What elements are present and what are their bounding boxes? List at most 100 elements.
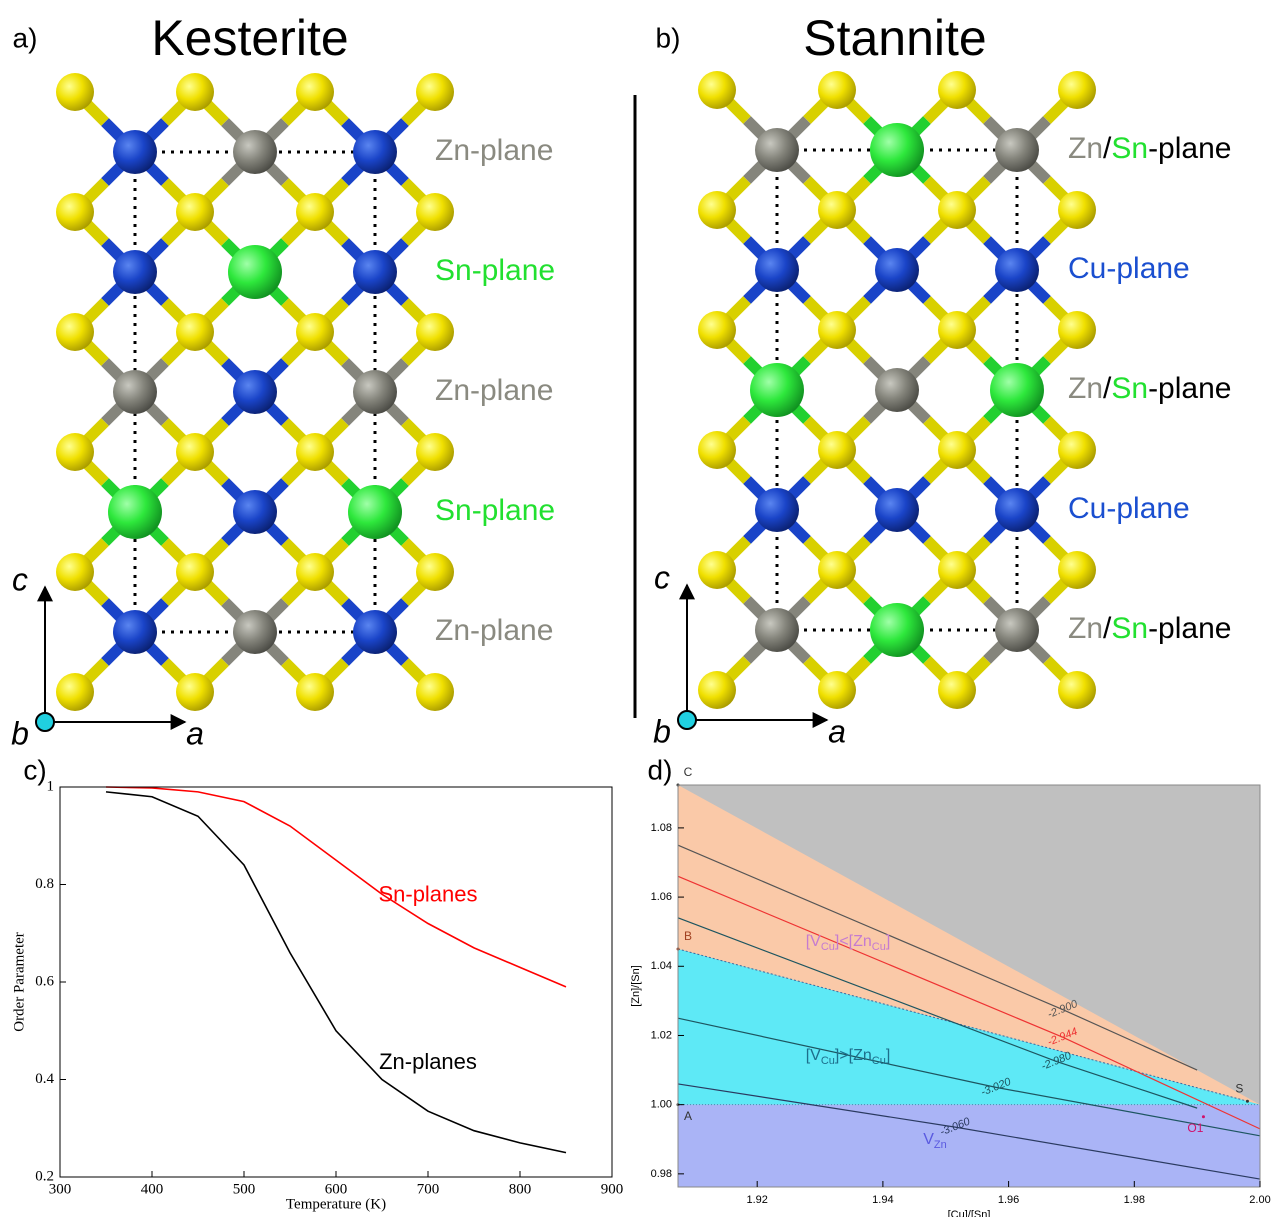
region-label-part: Cu xyxy=(821,1055,835,1067)
x-tick-label: 500 xyxy=(233,1181,256,1197)
y-axis-label: Order Parameter xyxy=(11,932,27,1032)
point-label: C xyxy=(684,765,693,779)
axis-label: b xyxy=(653,713,671,749)
sulfur-atom xyxy=(56,553,94,591)
plane-label-part: Zn xyxy=(1068,372,1103,405)
region-label-part: ] xyxy=(886,933,890,950)
plane-label-part: Cu-plane xyxy=(1068,492,1190,525)
series-label: Sn-planes xyxy=(378,881,477,906)
metal-atom xyxy=(870,123,924,177)
sulfur-atom xyxy=(818,671,856,709)
metal-atom xyxy=(995,248,1039,292)
point xyxy=(1246,1100,1249,1103)
sulfur-atom xyxy=(698,191,736,229)
panel-label: a) xyxy=(13,22,38,53)
sulfur-atom xyxy=(56,193,94,231)
region-label-part: [V xyxy=(806,933,821,950)
plane-label-part: Zn xyxy=(1068,612,1103,645)
sulfur-atom xyxy=(698,311,736,349)
series-label: Zn-planes xyxy=(379,1049,477,1074)
region-label-part: ] xyxy=(886,1047,890,1064)
metal-atom xyxy=(995,128,1039,172)
region-label-part: ]<[Zn xyxy=(835,933,872,950)
region-label-part: Cu xyxy=(872,1055,886,1067)
metal-atom xyxy=(875,488,919,532)
sulfur-atom xyxy=(176,73,214,111)
region-label-part: Cu xyxy=(821,941,835,953)
plane-label: Zn-plane xyxy=(435,614,553,647)
line-series xyxy=(106,787,566,987)
sulfur-atom xyxy=(818,431,856,469)
y-tick-label: 1.04 xyxy=(651,960,672,972)
sulfur-atom xyxy=(56,73,94,111)
structure-title: Kesterite xyxy=(151,10,348,66)
point-label: S xyxy=(1235,1081,1243,1095)
sulfur-atom xyxy=(938,551,976,589)
x-tick-label: 1.92 xyxy=(746,1194,767,1206)
metal-atom xyxy=(113,250,157,294)
sulfur-atom xyxy=(1058,191,1096,229)
sulfur-atom xyxy=(416,193,454,231)
region-label-part: Zn xyxy=(934,1139,947,1151)
metal-atom xyxy=(233,130,277,174)
panel-label: d) xyxy=(648,754,673,785)
y-tick-label: 0.98 xyxy=(651,1168,672,1180)
plane-label-part: Zn xyxy=(1068,132,1103,165)
sulfur-atom xyxy=(818,191,856,229)
x-tick-label: 800 xyxy=(509,1181,532,1197)
axis-origin xyxy=(36,713,54,731)
metal-atom xyxy=(233,610,277,654)
x-axis-label: [Cu]/[Sn] xyxy=(948,1209,991,1217)
axis-label: a xyxy=(186,715,204,751)
x-tick-label: 1.94 xyxy=(872,1194,893,1206)
sulfur-atom xyxy=(176,433,214,471)
sulfur-atom xyxy=(1058,311,1096,349)
region-label-part: [V xyxy=(806,1047,821,1064)
region-label-part: Cu xyxy=(872,941,886,953)
x-axis-label: Temperature (K) xyxy=(286,1196,386,1212)
y-tick-label: 1 xyxy=(47,778,55,794)
plane-label-part: Zn-plane xyxy=(435,134,553,167)
sulfur-atom xyxy=(1058,671,1096,709)
plane-label-part: Sn-plane xyxy=(435,254,555,287)
metal-atom xyxy=(755,608,799,652)
line-series xyxy=(106,792,566,1153)
sulfur-atom xyxy=(938,431,976,469)
y-tick-label: 0.8 xyxy=(35,876,54,892)
plane-label-part: Sn xyxy=(1111,612,1148,645)
metal-atom xyxy=(353,250,397,294)
region xyxy=(678,1105,1260,1187)
sulfur-atom xyxy=(416,673,454,711)
sulfur-atom xyxy=(416,313,454,351)
x-tick-label: 400 xyxy=(141,1181,164,1197)
metal-atom xyxy=(348,485,402,539)
x-tick-label: 1.98 xyxy=(1124,1194,1145,1206)
metal-atom xyxy=(990,363,1044,417)
region-label-part: ]>[Zn xyxy=(835,1047,872,1064)
metal-atom xyxy=(353,370,397,414)
metal-atom xyxy=(755,248,799,292)
metal-atom xyxy=(113,370,157,414)
plane-label-part: Sn-plane xyxy=(435,494,555,527)
sulfur-atom xyxy=(296,433,334,471)
point-label: B xyxy=(684,929,692,943)
sulfur-atom xyxy=(698,671,736,709)
sulfur-atom xyxy=(416,433,454,471)
y-tick-label: 0.4 xyxy=(35,1071,54,1087)
y-tick-label: 1.00 xyxy=(651,1099,672,1111)
metal-atom xyxy=(353,130,397,174)
point-label: O1 xyxy=(1187,1121,1203,1135)
metal-atom xyxy=(755,488,799,532)
sulfur-atom xyxy=(938,71,976,109)
plane-label-part: Zn-plane xyxy=(435,374,553,407)
metal-atom xyxy=(353,610,397,654)
metal-atom xyxy=(875,248,919,292)
metal-atom xyxy=(995,488,1039,532)
axis-label: b xyxy=(11,715,29,751)
sulfur-atom xyxy=(56,313,94,351)
sulfur-atom xyxy=(1058,431,1096,469)
sulfur-atom xyxy=(56,673,94,711)
sulfur-atom xyxy=(818,311,856,349)
sulfur-atom xyxy=(56,433,94,471)
plane-label-part: Sn xyxy=(1111,372,1148,405)
